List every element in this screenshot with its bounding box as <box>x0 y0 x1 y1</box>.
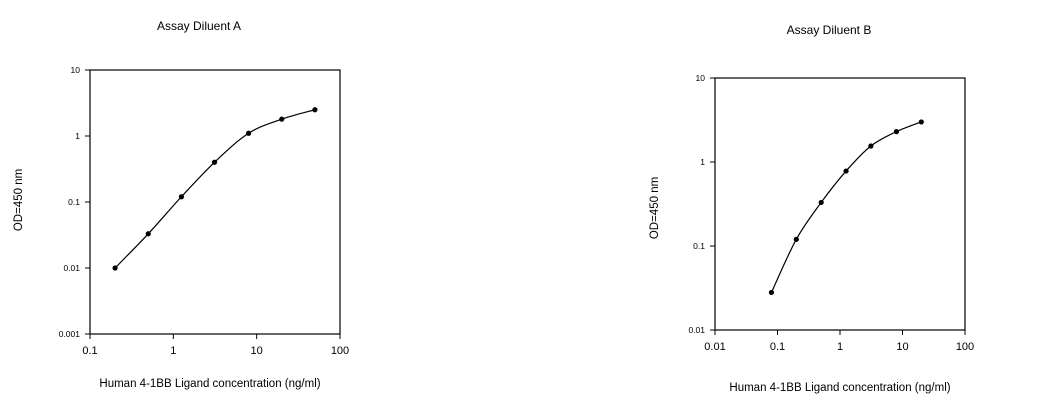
chart-a-data-point-4 <box>245 130 252 136</box>
chart-a-data-point-5 <box>279 116 285 122</box>
chart-b-data-point-3 <box>843 168 849 174</box>
chart-b-title: Assay Diluent B <box>787 23 872 37</box>
chart-a-plot-area <box>89 69 341 335</box>
chart-b-y-tick-label-3: 10 <box>696 73 706 83</box>
chart-a-y-tick-label-3: 1 <box>75 131 80 141</box>
chart-a-x-tick-label-0: 0.1 <box>82 345 97 357</box>
chart-b-y-tick-label-1: 0.1 <box>693 241 705 251</box>
chart-b-data-point-2 <box>818 199 824 206</box>
chart-b-y-tick-label-2: 1 <box>700 157 705 167</box>
chart-a-y-tick-label-1: 0.01 <box>63 263 80 273</box>
chart-a-x-tick-label-2: 10 <box>251 345 263 357</box>
chart-a-series <box>112 107 318 271</box>
chart-b-y-tick-label-0: 0.01 <box>688 325 705 335</box>
chart-a-axis-ticks: 0.1 1 10 100 0.001 0.01 0.1 1 10 <box>59 65 349 357</box>
chart-a-data-point-1 <box>145 231 151 237</box>
chart-a-y-tick-label-4: 10 <box>71 65 81 75</box>
chart-a-data-point-2 <box>178 194 185 200</box>
chart-assay-diluent-a: Assay Diluent A OD=450 nm Human 4-1BB Li… <box>13 19 349 390</box>
chart-b-x-tick-label-4: 100 <box>956 341 974 353</box>
chart-a-x-tick-label-3: 100 <box>331 345 349 357</box>
chart-a-x-tick-label-1: 1 <box>170 345 176 357</box>
chart-b-x-tick-label-2: 1 <box>837 341 843 353</box>
chart-a-series-line-0 <box>114 109 316 269</box>
chart-b-data-point-4 <box>868 143 874 149</box>
chart-b-ylabel: OD=450 nm <box>649 177 661 239</box>
chart-b-axis-ticks: 0.01 0.1 1 10 100 0.01 0.1 1 10 <box>688 73 974 353</box>
chart-a-ylabel: OD=450 nm <box>13 169 25 231</box>
chart-b-data-point-5 <box>893 129 900 135</box>
chart-a-y-tick-label-2: 0.1 <box>68 197 80 207</box>
chart-b-xlabel: Human 4-1BB Ligand concentration (ng/ml) <box>729 382 950 394</box>
chart-a-title: Assay Diluent A <box>157 19 241 33</box>
chart-b-x-tick-label-3: 10 <box>896 341 908 353</box>
chart-b-data-point-0 <box>768 289 775 296</box>
chart-b-data-point-1 <box>793 236 799 242</box>
chart-a-data-point-6 <box>312 107 318 113</box>
chart-a-data-point-3 <box>211 159 218 165</box>
chart-b-x-tick-label-1: 0.1 <box>770 341 785 353</box>
chart-a-y-tick-label-0: 0.001 <box>59 329 81 339</box>
chart-a-xlabel: Human 4-1BB Ligand concentration (ng/ml) <box>99 378 320 390</box>
chart-b-x-tick-label-0: 0.01 <box>704 341 725 353</box>
chart-assay-diluent-b: Assay Diluent B OD=450 nm Human 4-1BB Li… <box>649 23 974 394</box>
chart-b-series-line-0 <box>770 121 922 293</box>
chart-a-data-point-0 <box>112 265 118 271</box>
chart-b-plot-area <box>714 77 966 331</box>
chart-b-series <box>768 119 924 296</box>
chart-b-data-point-6 <box>918 119 924 125</box>
